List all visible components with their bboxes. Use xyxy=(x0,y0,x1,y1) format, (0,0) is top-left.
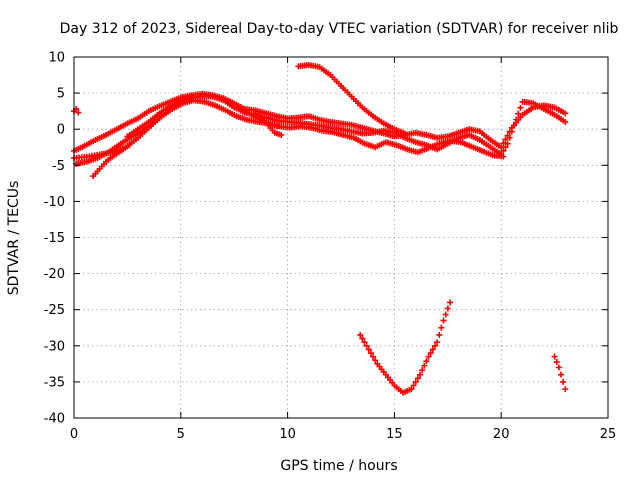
data-point xyxy=(423,358,430,365)
y-tick-label: -35 xyxy=(44,375,65,390)
data-point xyxy=(562,110,569,117)
data-point xyxy=(553,359,560,366)
x-tick-label: 0 xyxy=(70,427,78,442)
data-point xyxy=(444,305,451,312)
data-point xyxy=(558,371,565,378)
data-series-s4 xyxy=(124,92,195,140)
x-tick-label: 10 xyxy=(279,427,296,442)
data-point xyxy=(414,375,421,382)
data-point xyxy=(434,339,441,346)
data-point xyxy=(276,123,283,130)
data-point xyxy=(436,331,443,338)
y-tick-label: -5 xyxy=(52,159,65,174)
chart-title: Day 312 of 2023, Sidereal Day-to-day VTE… xyxy=(60,21,619,37)
data-point xyxy=(410,382,417,389)
data-point xyxy=(126,142,133,149)
y-tick-label: -15 xyxy=(44,231,65,246)
data-point xyxy=(363,342,370,349)
y-tick-label: -30 xyxy=(44,339,65,354)
y-axis-label: SDTVAR / TECUs xyxy=(6,181,22,296)
data-point xyxy=(431,342,438,349)
x-axis-label: GPS time / hours xyxy=(280,458,397,474)
data-series-s6 xyxy=(71,105,82,116)
x-tick-label: 15 xyxy=(386,427,403,442)
data-point xyxy=(408,386,415,393)
data-point xyxy=(517,104,524,111)
data-point xyxy=(365,346,372,353)
y-tick-label: 0 xyxy=(57,123,65,138)
data-point xyxy=(500,147,507,154)
data-point xyxy=(506,128,513,135)
y-tick-label: 5 xyxy=(57,87,65,102)
data-points xyxy=(71,61,569,396)
y-tick-label: 10 xyxy=(48,51,65,66)
data-point xyxy=(417,371,424,378)
data-point xyxy=(560,378,567,385)
data-series-s11 xyxy=(551,353,569,393)
data-point xyxy=(402,130,409,137)
data-point xyxy=(357,331,364,338)
y-tick-label: -40 xyxy=(44,412,65,427)
data-point xyxy=(370,353,377,360)
data-point xyxy=(504,132,511,139)
data-series-s5 xyxy=(90,142,133,180)
x-tick-label: 20 xyxy=(493,427,510,442)
axis-ticks: 0 5 10 15 20 25 10 5 0 -5 -10 -15 -20 -25 -30 -35 -40 xyxy=(44,51,617,443)
data-point xyxy=(555,364,562,371)
data-point xyxy=(429,346,436,353)
data-point xyxy=(551,353,558,360)
data-point xyxy=(562,386,569,393)
x-tick-label: 5 xyxy=(177,427,185,442)
y-tick-label: -25 xyxy=(44,303,65,318)
data-point xyxy=(427,350,434,357)
y-tick-label: -20 xyxy=(44,267,65,282)
data-point xyxy=(442,311,449,318)
data-point xyxy=(359,335,366,342)
y-tick-label: -10 xyxy=(44,195,65,210)
x-tick-label: 25 xyxy=(600,427,617,442)
data-point xyxy=(498,144,505,151)
data-point xyxy=(425,353,432,360)
data-series-s2 xyxy=(71,90,569,154)
data-point xyxy=(419,367,426,374)
data-point xyxy=(372,357,379,364)
data-series-s10 xyxy=(357,299,453,396)
data-point xyxy=(367,350,374,357)
data-point xyxy=(412,378,419,385)
data-series-s9 xyxy=(295,61,409,137)
data-point xyxy=(502,136,509,143)
data-point xyxy=(500,153,507,160)
data-point xyxy=(500,140,507,147)
data-point xyxy=(421,362,428,369)
data-point xyxy=(438,324,445,331)
data-point xyxy=(361,339,368,346)
data-point xyxy=(278,131,285,138)
data-point xyxy=(562,118,569,125)
data-series-s8 xyxy=(252,108,285,138)
data-point xyxy=(515,110,522,117)
data-point xyxy=(440,317,447,324)
data-point xyxy=(446,299,453,306)
data-point xyxy=(75,109,82,116)
data-point xyxy=(188,92,195,99)
